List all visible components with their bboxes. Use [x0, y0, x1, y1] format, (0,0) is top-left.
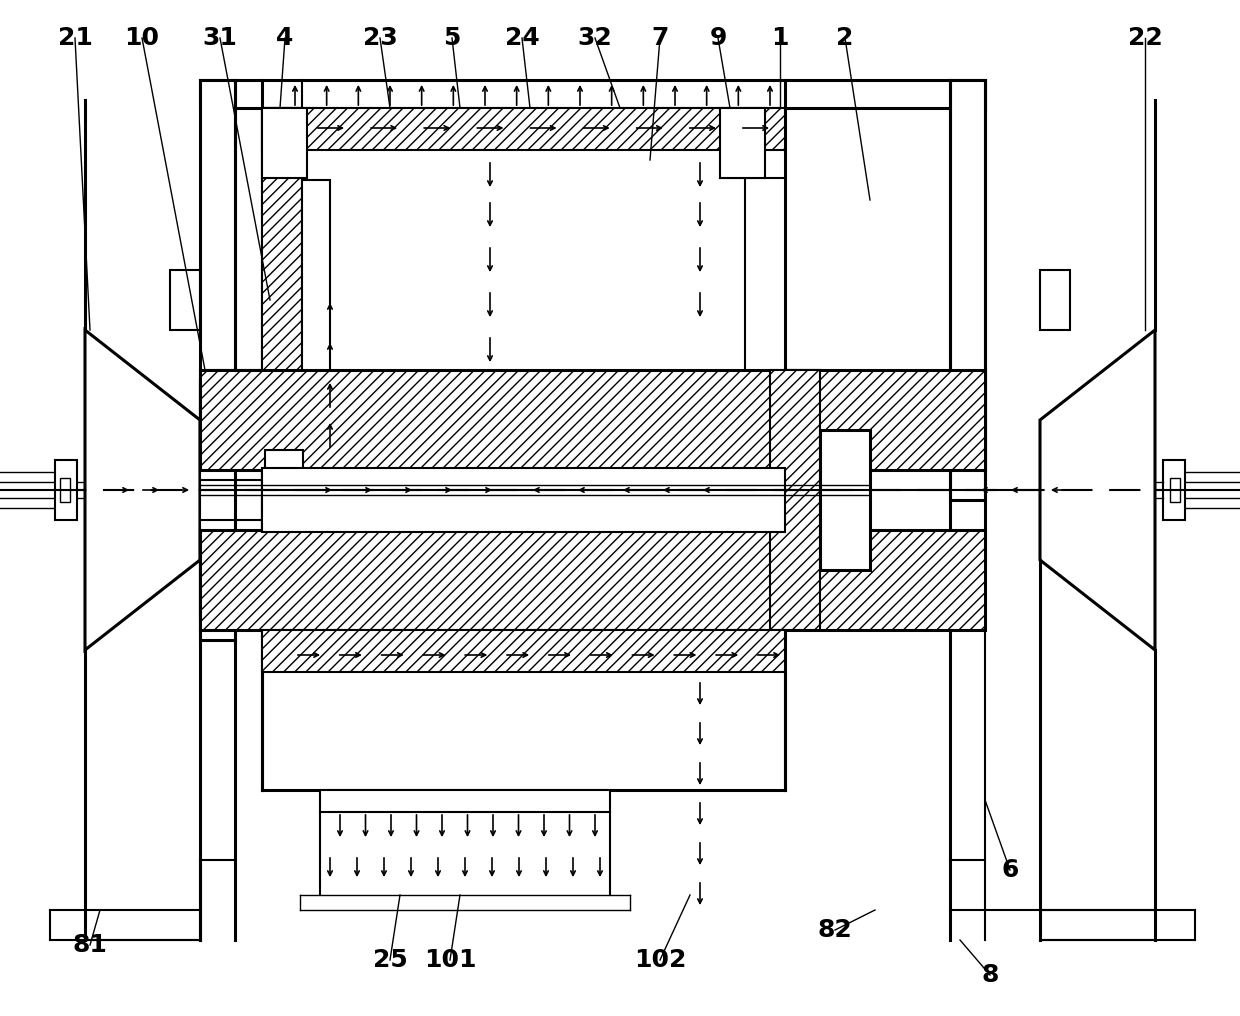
Bar	[200, 370, 985, 470]
Text: 9: 9	[709, 26, 727, 50]
Text: 32: 32	[578, 26, 613, 50]
Bar	[262, 108, 303, 588]
Bar	[1040, 270, 1070, 330]
Text: 4: 4	[277, 26, 294, 50]
Bar	[950, 80, 985, 500]
Text: 25: 25	[373, 948, 408, 972]
Bar	[170, 270, 200, 330]
Bar	[200, 530, 985, 630]
Bar	[200, 380, 262, 620]
Text: 21: 21	[57, 26, 93, 50]
Bar	[320, 790, 610, 812]
Bar	[1163, 460, 1185, 520]
Text: 81: 81	[73, 933, 108, 957]
Bar	[720, 108, 765, 178]
Bar	[200, 80, 985, 108]
Bar	[1171, 478, 1180, 502]
Bar	[262, 108, 308, 178]
Polygon shape	[86, 330, 200, 650]
Text: 102: 102	[634, 948, 686, 972]
Bar	[303, 180, 330, 500]
Bar	[262, 630, 785, 672]
Bar	[200, 80, 236, 640]
Text: 101: 101	[424, 948, 476, 972]
Text: 6: 6	[1002, 858, 1019, 882]
Bar	[820, 430, 870, 570]
Text: 82: 82	[817, 918, 852, 942]
Bar	[270, 472, 298, 490]
Text: 1: 1	[771, 26, 789, 50]
Bar	[262, 108, 785, 150]
Text: 5: 5	[444, 26, 461, 50]
Text: 7: 7	[651, 26, 668, 50]
Text: 24: 24	[505, 26, 539, 50]
Bar	[291, 490, 303, 520]
Text: 22: 22	[1127, 26, 1162, 50]
Text: 10: 10	[124, 26, 160, 50]
Bar	[270, 490, 280, 520]
Bar	[262, 468, 785, 532]
Bar	[60, 478, 69, 502]
Bar	[770, 370, 820, 630]
Text: 2: 2	[836, 26, 853, 50]
Text: 31: 31	[202, 26, 237, 50]
Text: 8: 8	[981, 963, 998, 987]
Polygon shape	[1040, 330, 1154, 650]
Bar	[265, 450, 303, 472]
Bar	[55, 460, 77, 520]
Text: 23: 23	[362, 26, 397, 50]
